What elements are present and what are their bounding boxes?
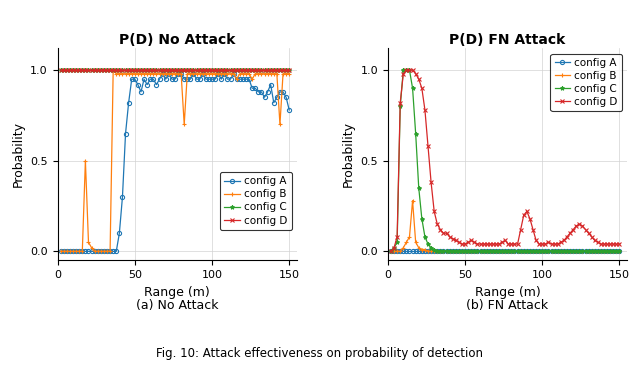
config D (245, 68, 253, 72)
config C (616, 249, 623, 254)
config C (245, 68, 253, 72)
config D (616, 242, 623, 246)
config C (236, 68, 244, 72)
config D (409, 68, 417, 72)
config C (76, 68, 83, 72)
Text: (a) No Attack: (a) No Attack (136, 299, 218, 312)
config D (387, 249, 395, 254)
config A (406, 249, 413, 254)
config B (563, 249, 571, 254)
config D (260, 68, 268, 72)
config A (76, 249, 83, 254)
config A (591, 249, 598, 254)
config B (264, 71, 271, 76)
config D (579, 224, 586, 228)
config B (109, 68, 117, 72)
config D (57, 68, 65, 72)
config D (570, 227, 577, 232)
config D (403, 68, 410, 72)
config A (248, 86, 256, 90)
config A (239, 77, 247, 81)
config C (409, 86, 417, 90)
Line: config B: config B (59, 68, 291, 253)
config D (563, 235, 571, 239)
config B (616, 249, 623, 254)
config A (57, 249, 65, 254)
config C (387, 249, 395, 254)
config C (594, 249, 602, 254)
config C (572, 249, 580, 254)
config B (409, 198, 417, 203)
config B (594, 249, 602, 254)
Title: P(D) FN Attack: P(D) FN Attack (449, 33, 566, 47)
config B (57, 249, 65, 254)
config A (560, 249, 568, 254)
Line: config A: config A (59, 72, 291, 253)
config B (242, 71, 250, 76)
config C (563, 249, 571, 254)
Title: P(D) No Attack: P(D) No Attack (119, 33, 236, 47)
config B (76, 249, 83, 254)
config B (579, 249, 586, 254)
config A (285, 108, 293, 112)
X-axis label: Range (m): Range (m) (475, 286, 540, 299)
config D (236, 68, 244, 72)
Line: config C: config C (59, 68, 291, 72)
config C (579, 249, 586, 254)
Text: (b) FN Attack: (b) FN Attack (467, 299, 548, 312)
config A (575, 249, 583, 254)
config C (239, 68, 247, 72)
config B (285, 71, 293, 76)
Line: config A: config A (389, 249, 621, 253)
config A (616, 249, 623, 254)
config D (285, 68, 293, 72)
config D (76, 68, 83, 72)
Y-axis label: Probability: Probability (12, 121, 25, 187)
config C (260, 68, 268, 72)
config A (387, 249, 395, 254)
Line: config D: config D (59, 68, 291, 72)
Legend: config A, config B, config C, config D: config A, config B, config C, config D (550, 54, 622, 111)
Legend: config A, config B, config C, config D: config A, config B, config C, config D (220, 172, 292, 230)
config A (242, 77, 250, 81)
config B (387, 249, 395, 254)
config C (57, 68, 65, 72)
config A (159, 71, 166, 76)
Line: config D: config D (389, 68, 621, 253)
config C (230, 68, 237, 72)
Line: config C: config C (389, 68, 621, 253)
config A (566, 249, 574, 254)
config A (233, 77, 241, 81)
Line: config B: config B (389, 199, 621, 253)
config B (570, 249, 577, 254)
config D (572, 224, 580, 228)
config C (399, 68, 407, 72)
Y-axis label: Probability: Probability (342, 121, 355, 187)
config B (233, 77, 241, 81)
config D (230, 68, 237, 72)
config D (594, 240, 602, 244)
config D (239, 68, 247, 72)
config B (406, 235, 413, 239)
config C (285, 68, 293, 72)
Text: Fig. 10: Attack effectiveness on probability of detection: Fig. 10: Attack effectiveness on probabi… (157, 347, 483, 360)
config A (570, 249, 577, 254)
config B (572, 249, 580, 254)
config C (570, 249, 577, 254)
config A (264, 90, 271, 94)
config B (248, 77, 256, 81)
X-axis label: Range (m): Range (m) (145, 286, 210, 299)
config B (239, 71, 247, 76)
